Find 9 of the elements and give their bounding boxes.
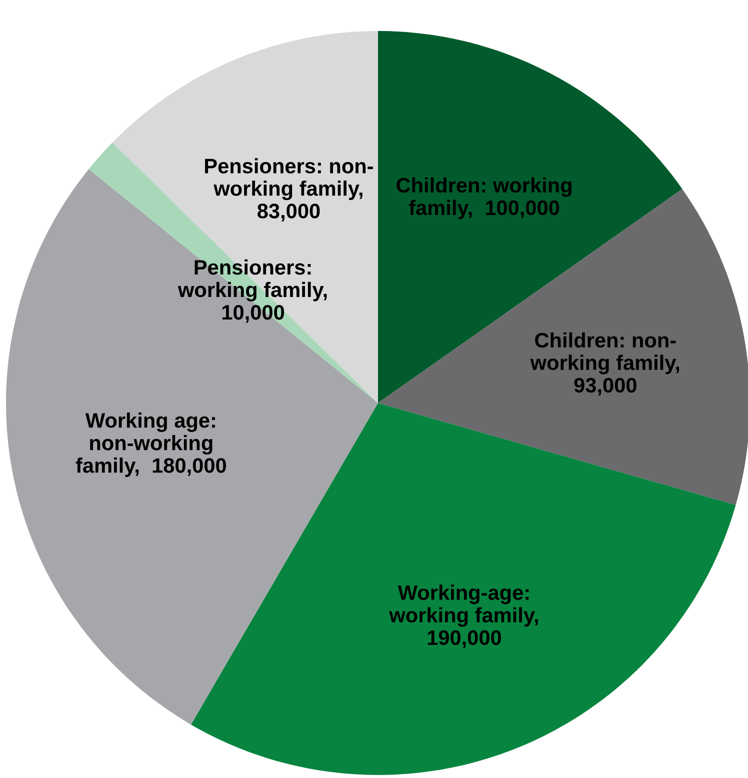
slice-label: Children: non- working family, 93,000 xyxy=(530,332,680,396)
slice-label: Working age: non-working family, 180,000 xyxy=(76,412,226,477)
pie-slice xyxy=(88,142,378,403)
slice-label: Pensioners: working family, 10,000 xyxy=(178,259,327,323)
pie-slice xyxy=(378,31,682,403)
slice-label: Children: working family, 100,000 xyxy=(396,177,572,220)
pie-slice xyxy=(112,31,378,403)
slice-label: Pensioners: non- working family, 83,000 xyxy=(205,158,373,222)
slice-label: Working-age: working family, 190,000 xyxy=(389,584,538,648)
